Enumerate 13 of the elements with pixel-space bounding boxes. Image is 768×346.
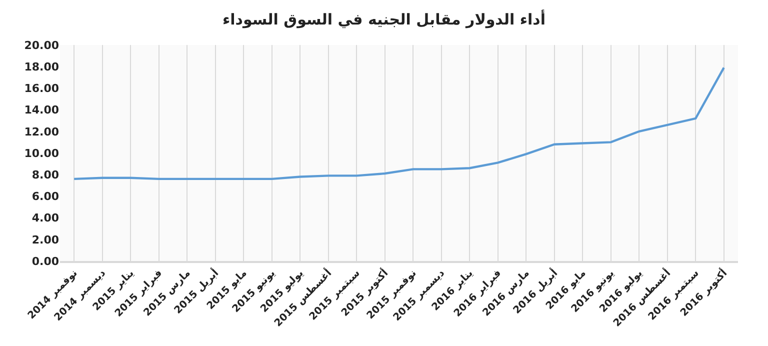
y-tick-label: 8.00 bbox=[32, 168, 60, 182]
y-tick-label: 4.00 bbox=[32, 212, 60, 225]
y-tick-label: 20.00 bbox=[24, 38, 60, 52]
y-tick-label: 2.00 bbox=[32, 233, 60, 246]
y-tick-label: 18.00 bbox=[24, 60, 60, 74]
y-tick-label: 14.00 bbox=[24, 104, 60, 117]
chart-title: أداء الدولار مقابل الجنيه في السوق السوداء bbox=[222, 9, 546, 28]
y-tick-label: 0.00 bbox=[32, 254, 60, 268]
y-tick-label: 10.00 bbox=[24, 146, 60, 160]
y-tick-label: 16.00 bbox=[24, 82, 60, 96]
y-tick-label: 6.00 bbox=[32, 190, 60, 204]
line-series bbox=[73, 66, 725, 180]
y-tick-label: 12.00 bbox=[24, 125, 60, 138]
